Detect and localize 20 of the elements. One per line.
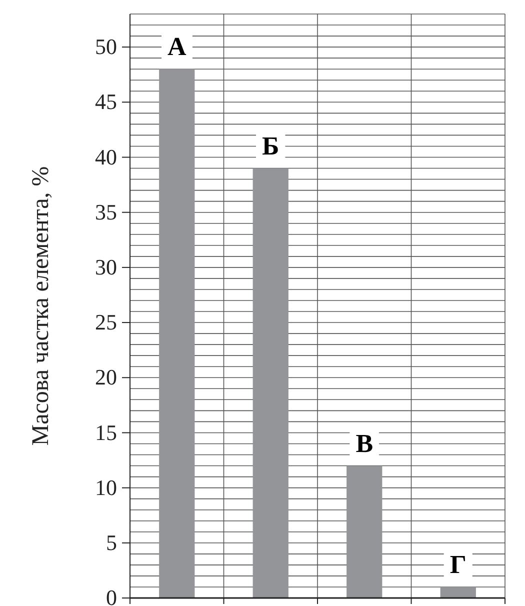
y-tick-label: 40 bbox=[95, 144, 117, 170]
y-tick-label: 50 bbox=[95, 34, 117, 60]
y-tick-label: 10 bbox=[95, 474, 117, 500]
bar bbox=[159, 69, 195, 598]
bar bbox=[346, 466, 382, 598]
x-tick-label: Б bbox=[262, 131, 280, 160]
x-tick-label: А bbox=[167, 32, 186, 62]
x-tick-label: Г bbox=[450, 550, 466, 579]
y-tick-label: 35 bbox=[95, 199, 117, 224]
bar bbox=[252, 168, 288, 598]
y-tick-label: 15 bbox=[95, 420, 117, 445]
y-tick-label: 45 bbox=[95, 89, 117, 114]
y-tick-label: 5 bbox=[106, 530, 117, 555]
bar bbox=[440, 586, 476, 598]
y-tick-label: 30 bbox=[95, 254, 117, 280]
y-tick-label: 0 bbox=[106, 585, 117, 606]
y-axis-title: Масова частка елемента, % bbox=[28, 166, 54, 446]
y-tick-label: 25 bbox=[95, 310, 117, 335]
y-tick-label: 20 bbox=[95, 364, 117, 390]
x-tick-label: В bbox=[356, 428, 374, 458]
